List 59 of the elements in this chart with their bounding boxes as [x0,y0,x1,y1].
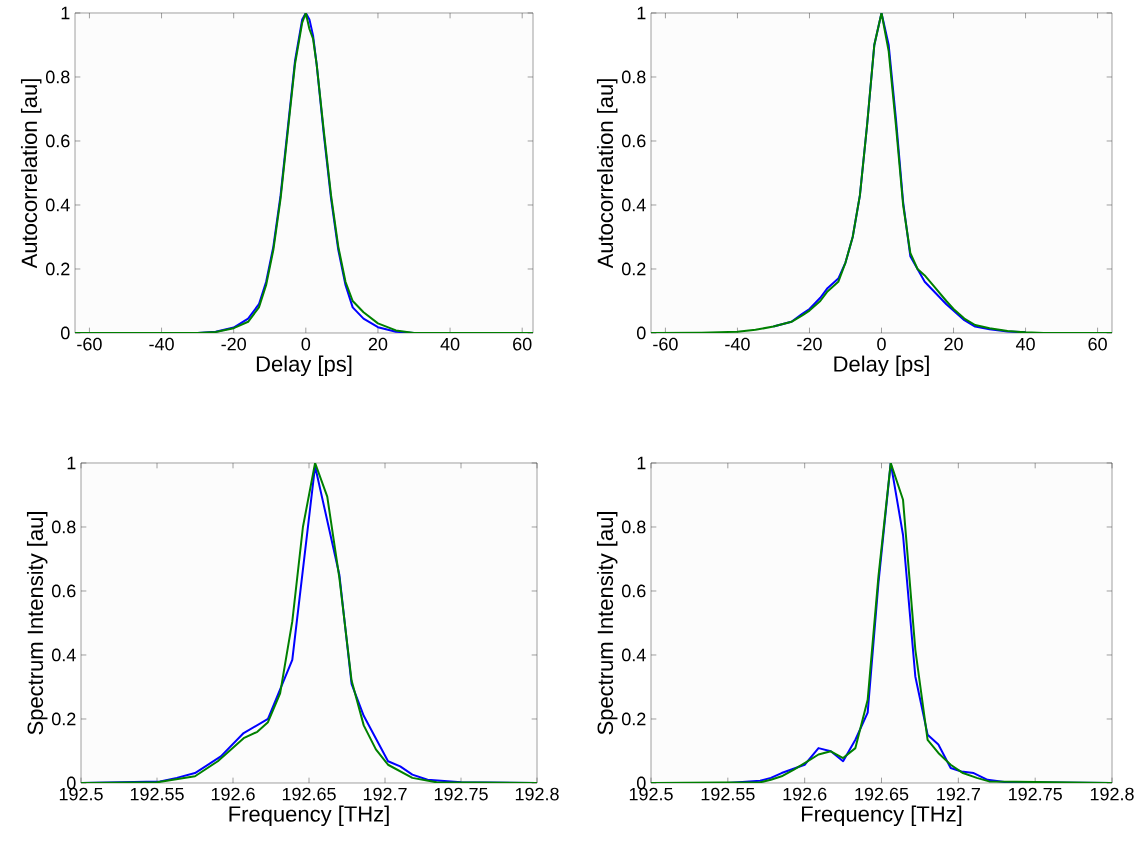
x-tick-label: 40 [1015,337,1035,351]
y-tick-label: 0.4 [621,198,646,212]
x-tick-label: 192.75 [1009,787,1062,801]
x-tick-label: 192.65 [855,787,909,801]
x-tick-label: 20 [368,337,388,351]
y-tick-label: 0.6 [621,584,646,598]
y-tick-label: 1 [637,456,646,470]
x-tick-label: 192.8 [1090,787,1134,801]
x-tick-label: 60 [513,337,532,351]
y-tick-label: 1 [61,6,70,20]
x-tick-label: 60 [1088,337,1107,351]
x-axis-title: Delay [ps] [834,355,929,377]
y-axis-title: Autocorrelation [au] [596,79,618,269]
x-tick-label: -60 [653,337,678,351]
y-tick-label: 0.8 [51,520,76,534]
y-tick-label: 0 [61,326,70,340]
x-tick-label: 192.7 [363,787,407,801]
x-tick-label: 192.55 [701,787,755,801]
y-axis-title: Spectrum Intensity [au] [596,512,618,735]
y-tick-label: 0.6 [45,134,70,148]
y-axis-title: Autocorrelation [au] [20,79,42,269]
line-series [75,12,534,333]
y-tick-label: 0.2 [45,262,70,276]
y-axis-title: Spectrum Intensity [au] [26,512,48,735]
y-tick-label: 0.6 [51,584,76,598]
x-tick-label: 192.8 [515,787,559,801]
x-tick-label: -20 [797,337,822,351]
x-tick-label: 0 [877,337,886,351]
x-axis-title: Delay [ps] [256,355,352,377]
x-tick-label: 192.6 [211,787,255,801]
x-tick-label: 40 [440,337,460,351]
line-series [651,12,1112,333]
x-tick-label: -40 [149,337,174,351]
y-tick-label: 0.4 [621,648,646,662]
y-tick-label: 0.2 [621,712,646,726]
y-tick-label: 0.8 [45,70,70,84]
x-tick-label: -40 [725,337,750,351]
x-tick-label: -60 [77,337,102,351]
x-tick-label: 20 [944,337,963,351]
y-tick-label: 0.4 [45,198,70,212]
y-tick-label: 0.2 [621,262,646,276]
y-tick-label: 1 [67,456,76,470]
y-tick-label: 0.6 [621,134,646,148]
line-series [651,462,1113,783]
x-tick-label: 192.65 [282,787,336,801]
y-tick-label: 0.8 [621,70,646,84]
x-axis-title: Frequency [THz] [229,805,389,827]
x-tick-label: 192.7 [937,787,980,801]
y-tick-label: 1 [637,6,646,20]
x-tick-label: 192.55 [130,787,184,801]
x-tick-label: 192.75 [434,787,488,801]
y-tick-label: 0.2 [51,712,76,726]
y-tick-label: 0 [637,326,646,340]
x-axis-title: Frequency [THz] [802,805,962,827]
y-tick-label: 0.4 [51,648,76,662]
x-tick-label: -20 [221,337,246,351]
y-tick-label: 0.8 [621,520,646,534]
x-tick-label: 192.6 [783,787,827,801]
x-tick-label: 0 [301,337,311,351]
